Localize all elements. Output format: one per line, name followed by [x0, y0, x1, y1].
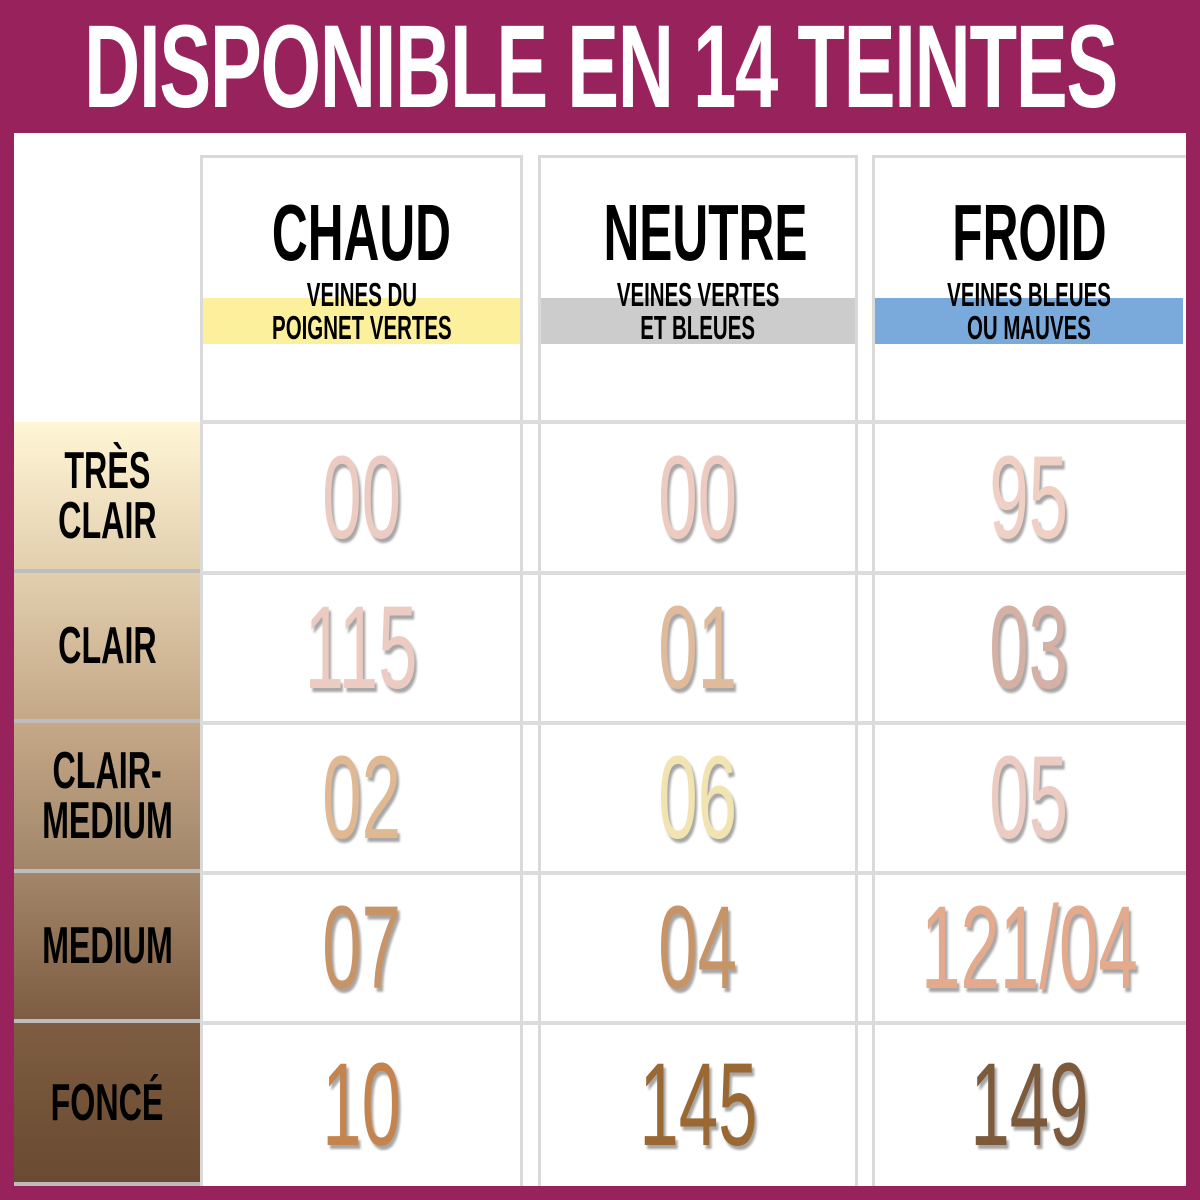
shade-code: 149 [969, 1038, 1089, 1171]
row-label: CLAIR [14, 573, 200, 723]
shade-code: 02 [322, 732, 401, 864]
column-frame [872, 155, 1186, 1186]
column-subtitle-line1: VEINES DU [306, 276, 417, 313]
column-header-2: FROID VEINES BLEUES OU MAUVES [875, 155, 1183, 422]
shade-code: 06 [658, 732, 738, 864]
column-subtitle-line1: VEINES VERTES [616, 276, 780, 313]
vein-band [541, 298, 855, 344]
column-subtitle-line1: VEINES BLEUES [947, 276, 1111, 313]
page-title: DISPONIBLE EN 14 TEINTES [83, 0, 1118, 133]
row-divider [200, 1021, 1186, 1025]
column-frame [200, 155, 523, 1186]
column-title: FROID [951, 188, 1107, 277]
column-subtitle-line2: POIGNET VERTES [271, 309, 452, 346]
row-label: CLAIR- MEDIUM [14, 723, 200, 873]
shade-code: 121/04 [920, 882, 1138, 1014]
column-subtitle-line2: OU MAUVES [967, 309, 1091, 346]
row-label: TRÈS CLAIR [14, 422, 200, 573]
shade-code: 95 [989, 431, 1069, 564]
row-divider [200, 420, 1186, 424]
column-header-0: CHAUD VEINES DU POIGNET VERTES [203, 155, 520, 422]
shade-code: 10 [322, 1038, 401, 1171]
shade-code: 145 [638, 1038, 758, 1171]
vein-band [875, 298, 1183, 344]
shade-code: 01 [658, 582, 738, 714]
shade-code: 03 [989, 582, 1069, 714]
row-divider [200, 571, 1186, 575]
row-divider [200, 871, 1186, 875]
column-title: CHAUD [271, 188, 452, 277]
shade-code: 04 [658, 882, 738, 1014]
row-label: FONCÉ [14, 1023, 200, 1186]
row-label: MEDIUM [14, 873, 200, 1023]
column-frame [538, 155, 858, 1186]
shade-code: 07 [322, 882, 401, 1014]
column-title: NEUTRE [603, 188, 808, 277]
shade-code: 05 [989, 732, 1069, 864]
column-subtitle-line2: ET BLEUES [640, 309, 756, 346]
shade-code: 00 [322, 431, 401, 564]
shade-code: 115 [305, 582, 418, 714]
vein-band [203, 298, 520, 344]
row-divider [200, 721, 1186, 725]
shade-code: 00 [658, 431, 738, 564]
column-header-1: NEUTRE VEINES VERTES ET BLEUES [541, 155, 855, 422]
